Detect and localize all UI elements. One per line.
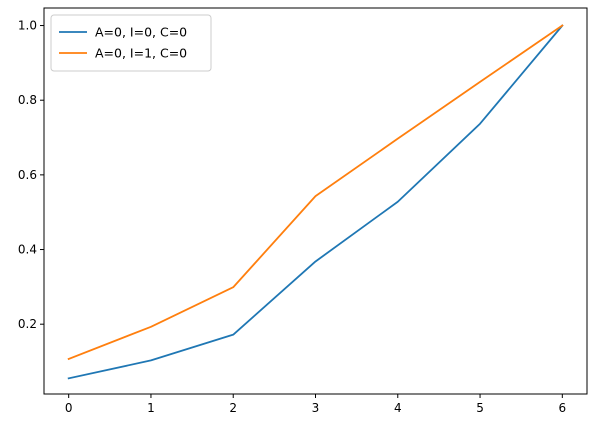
series-line-1 xyxy=(67,24,564,361)
plot-area xyxy=(44,8,587,394)
legend-label-1: A=0, I=1, C=0 xyxy=(95,46,187,61)
x-tick-label-3: 3 xyxy=(312,401,320,415)
y-tick-label-2: 0.6 xyxy=(18,168,37,182)
plot-frame xyxy=(43,7,588,395)
x-tick-label-6: 6 xyxy=(558,401,566,415)
x-tick-label-0: 0 xyxy=(65,401,73,415)
series-layer xyxy=(67,24,564,380)
x-tick-label-2: 2 xyxy=(229,401,237,415)
y-tick-label-3: 0.8 xyxy=(18,93,37,107)
legend-box xyxy=(50,14,212,72)
legend-label-0: A=0, I=0, C=0 xyxy=(95,25,187,40)
x-tick-label-5: 5 xyxy=(476,401,484,415)
y-tick-label-1: 0.4 xyxy=(18,243,37,257)
series-line-0 xyxy=(67,24,564,380)
y-tick-label-0: 0.2 xyxy=(18,317,37,331)
x-tick-label-4: 4 xyxy=(394,401,402,415)
legend: A=0, I=0, C=0 A=0, I=1, C=0 xyxy=(50,14,212,72)
x-tick-label-1: 1 xyxy=(147,401,155,415)
axis-layer: 0 1 2 3 4 5 6 0.2 0.4 0.6 0.8 1.0 xyxy=(18,19,566,415)
y-tick-label-4: 1.0 xyxy=(18,19,37,33)
